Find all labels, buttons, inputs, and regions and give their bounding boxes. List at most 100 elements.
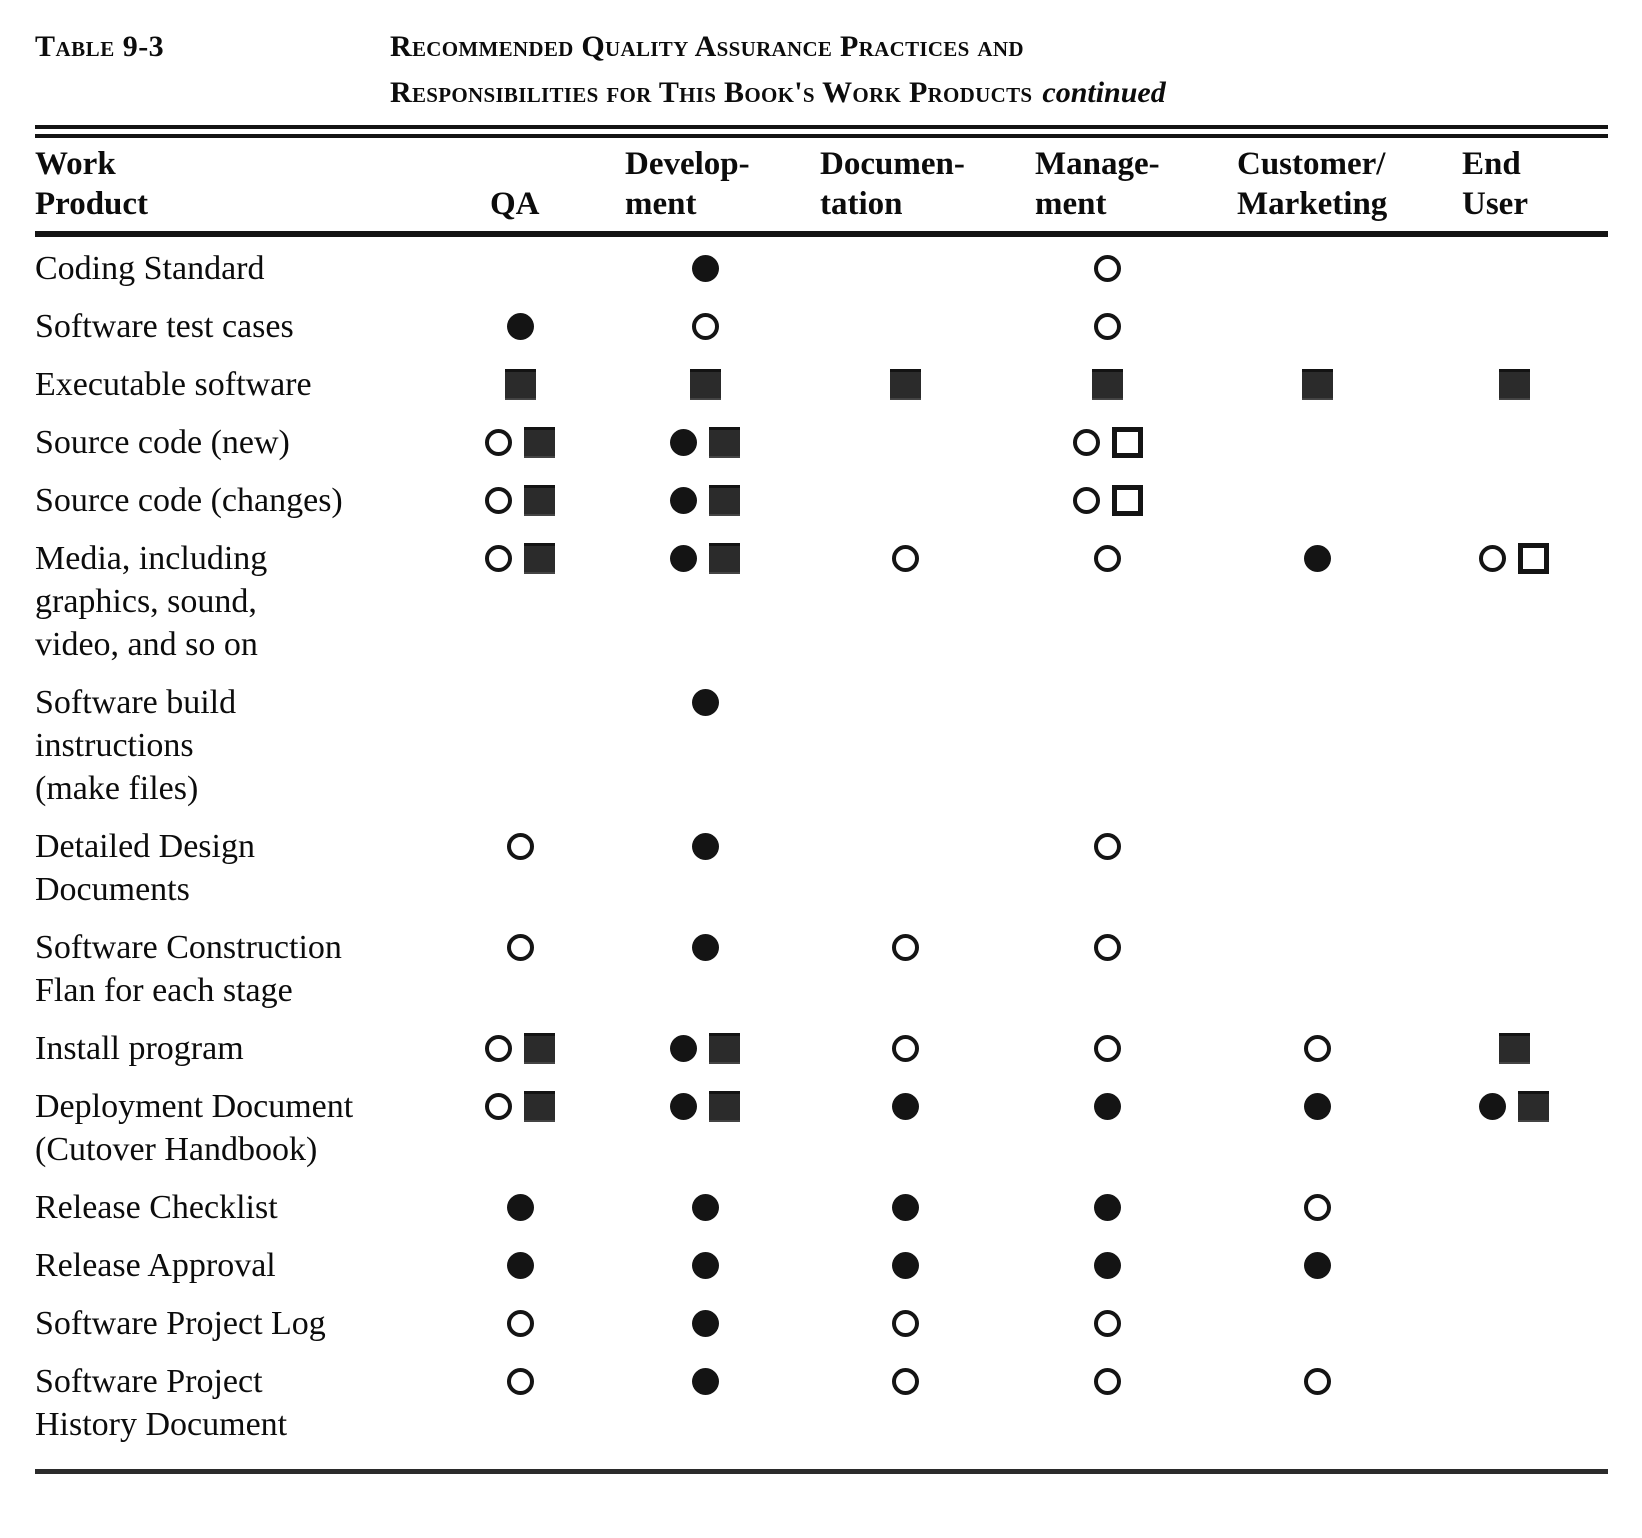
header-rule [35,231,1608,237]
table-row: Source code (changes) [35,479,1608,537]
cell-end-user [1420,363,1608,406]
open-circle-icon [485,545,512,572]
table-title: Recommended Quality Assurance Practices … [390,24,1166,116]
filled-square-icon [504,369,536,400]
work-product-line: Source code (changes) [35,482,343,519]
header-management: Manage- ment [1000,144,1215,224]
work-product-line: (make files) [35,770,199,807]
cell-development [600,1085,810,1128]
table-row: Media, including graphics, sound, video, a… [35,537,1608,681]
cell-customer-marketing [1215,825,1420,868]
cell-end-user [1420,479,1608,522]
filled-square-icon [524,485,555,516]
open-circle-icon [691,313,719,340]
filled-square-icon [1498,1033,1530,1064]
open-circle-icon [891,545,919,572]
filled-circle-icon [891,1194,919,1221]
cell-documentation [810,247,1000,290]
table-row: Software test cases [35,305,1608,363]
cell-documentation [810,1302,1000,1345]
cell-qa [440,1360,600,1403]
open-circle-icon [1479,545,1506,572]
open-circle-icon [1094,545,1121,572]
header-line: Customer/ [1237,146,1386,182]
cell-customer-marketing [1215,1186,1420,1229]
filled-circle-icon [1304,1252,1331,1279]
cell-development [600,305,810,348]
filled-circle-icon [891,1093,919,1120]
cell-end-user [1420,247,1608,290]
work-product-cell: Executable software [35,363,440,406]
cell-documentation [810,1085,1000,1128]
cell-customer-marketing [1215,1244,1420,1287]
open-circle-icon [891,1035,919,1062]
cell-customer-marketing [1215,305,1420,348]
work-product-cell: Software Project Log [35,1302,440,1345]
table-number: Table 9-3 [35,30,165,63]
cell-management [1000,1085,1215,1128]
cell-development [600,1302,810,1345]
open-circle-icon [1304,1035,1331,1062]
header-development: Develop- ment [600,144,810,224]
filled-square-icon [524,427,555,458]
header-line: ment [1035,186,1107,222]
open-circle-icon [1094,255,1121,282]
filled-circle-icon [691,833,719,860]
header-line: Marketing [1237,186,1388,222]
filled-circle-icon [1094,1194,1121,1221]
work-product-line: graphics, sound, [35,583,257,620]
header-line: End [1462,146,1521,182]
cell-qa [440,479,600,522]
open-circle-icon [1094,1310,1121,1337]
cell-management [1000,926,1215,969]
cell-end-user [1420,1302,1608,1345]
open-circle-icon [1072,487,1100,514]
filled-square-icon [1092,369,1123,400]
cell-development [600,479,810,522]
table-row: Software Project History Document [35,1360,1608,1461]
cell-management [1000,247,1215,290]
work-product-cell: Software Project History Document [35,1360,440,1446]
work-product-line: Source code (new) [35,424,290,461]
cell-qa [440,1085,600,1128]
work-product-cell: Release Approval [35,1244,440,1287]
open-circle-icon [1094,1368,1121,1395]
filled-square-icon [1302,369,1333,400]
open-square-icon [1518,543,1549,574]
cell-management [1000,1302,1215,1345]
cell-qa [440,363,600,406]
cell-customer-marketing [1215,1085,1420,1128]
filled-circle-icon [506,1252,534,1279]
cell-development [600,1244,810,1287]
filled-circle-icon [506,1194,534,1221]
cell-customer-marketing [1215,247,1420,290]
table-row: Release Checklist [35,1186,1608,1244]
cell-qa [440,1027,600,1070]
open-circle-icon [1094,1035,1121,1062]
header-end-user: End User [1420,144,1608,224]
header-line: Product [35,186,149,222]
open-circle-icon [891,1368,919,1395]
filled-circle-icon [1479,1093,1506,1120]
open-circle-icon [1304,1368,1331,1395]
cell-development [600,825,810,868]
work-product-cell: Coding Standard [35,247,440,290]
table-row: Software Construction Flan for each stage [35,926,1608,1027]
cell-customer-marketing [1215,1027,1420,1070]
filled-square-icon [1518,1091,1549,1122]
work-product-line: Deployment Document [35,1088,354,1125]
table-title-continued: continued [1042,76,1166,109]
work-product-line: instructions [35,727,194,764]
filled-square-icon [524,543,555,574]
filled-circle-icon [1094,1093,1121,1120]
cell-end-user [1420,926,1608,969]
filled-square-icon [889,369,921,400]
cell-development [600,247,810,290]
open-circle-icon [1094,313,1121,340]
cell-development [600,681,810,724]
table-row: Executable software [35,363,1608,421]
cell-qa [440,247,600,290]
header-line: QA [490,186,540,222]
rule-bar [35,125,1608,129]
cell-documentation [810,1186,1000,1229]
